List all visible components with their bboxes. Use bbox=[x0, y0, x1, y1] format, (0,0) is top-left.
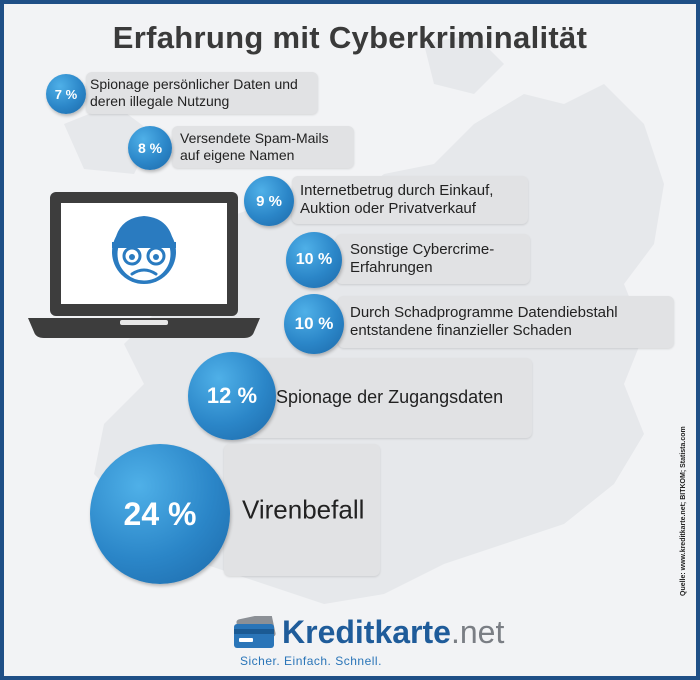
chart-title: Erfahrung mit Cyberkriminalität bbox=[112, 20, 588, 55]
item-pill: Internetbetrug durch Einkauf, Auktion od… bbox=[292, 176, 528, 224]
category-label: Versendete Spam-Mails auf eigene Namen bbox=[180, 130, 329, 163]
value-circle: 9 % bbox=[244, 176, 294, 226]
item-pill: Spionage der Zugangsdaten bbox=[248, 358, 532, 438]
item-pill: Durch Schadprogramme Datendiebstahl ents… bbox=[338, 296, 674, 348]
value-circle: 8 % bbox=[128, 126, 172, 170]
category-label: Spionage der Zugangsdaten bbox=[276, 387, 504, 408]
logo-tagline: Sicher. Einfach. Schnell. bbox=[240, 654, 382, 668]
category-label: Sonstige Cybercrime- Erfahrungen bbox=[350, 241, 495, 276]
category-label: Spionage persönlicher Daten und deren il… bbox=[90, 76, 298, 109]
logo-name-suffix: .net bbox=[450, 614, 505, 650]
item-pill: Sonstige Cybercrime- Erfahrungen bbox=[336, 234, 530, 284]
category-label: Virenbefall bbox=[242, 494, 365, 525]
laptop-icon bbox=[28, 192, 260, 338]
source-note: Quelle: www.kreditkarte.net; BITKOM; Sta… bbox=[680, 426, 687, 596]
value-circle: 12 % bbox=[188, 352, 276, 440]
logo-wordmark: Kreditkarte.net bbox=[282, 614, 504, 651]
infographic-card: Erfahrung mit Cyberkriminalität Spionage… bbox=[4, 4, 696, 676]
kreditkarte-logo[interactable]: Kreditkarte.net Sicher. Einfach. Schnell… bbox=[232, 614, 504, 670]
logo-name-bold: Kreditkarte bbox=[282, 614, 451, 650]
item-pill: Virenbefall bbox=[224, 444, 380, 576]
credit-card-icon bbox=[234, 616, 276, 648]
item-pill: Spionage persönlicher Daten und deren il… bbox=[86, 72, 318, 114]
item-pill: Versendete Spam-Mails auf eigene Namen bbox=[172, 126, 354, 168]
category-label: Internetbetrug durch Einkauf, Auktion od… bbox=[300, 182, 494, 217]
category-label: Durch Schadprogramme Datendiebstahl ents… bbox=[350, 304, 618, 339]
value-circle: 7 % bbox=[46, 74, 86, 114]
hacker-face-icon bbox=[112, 216, 176, 284]
value-circle: 10 % bbox=[286, 232, 342, 288]
value-circle: 24 % bbox=[90, 444, 230, 584]
value-circle: 10 % bbox=[284, 294, 344, 354]
